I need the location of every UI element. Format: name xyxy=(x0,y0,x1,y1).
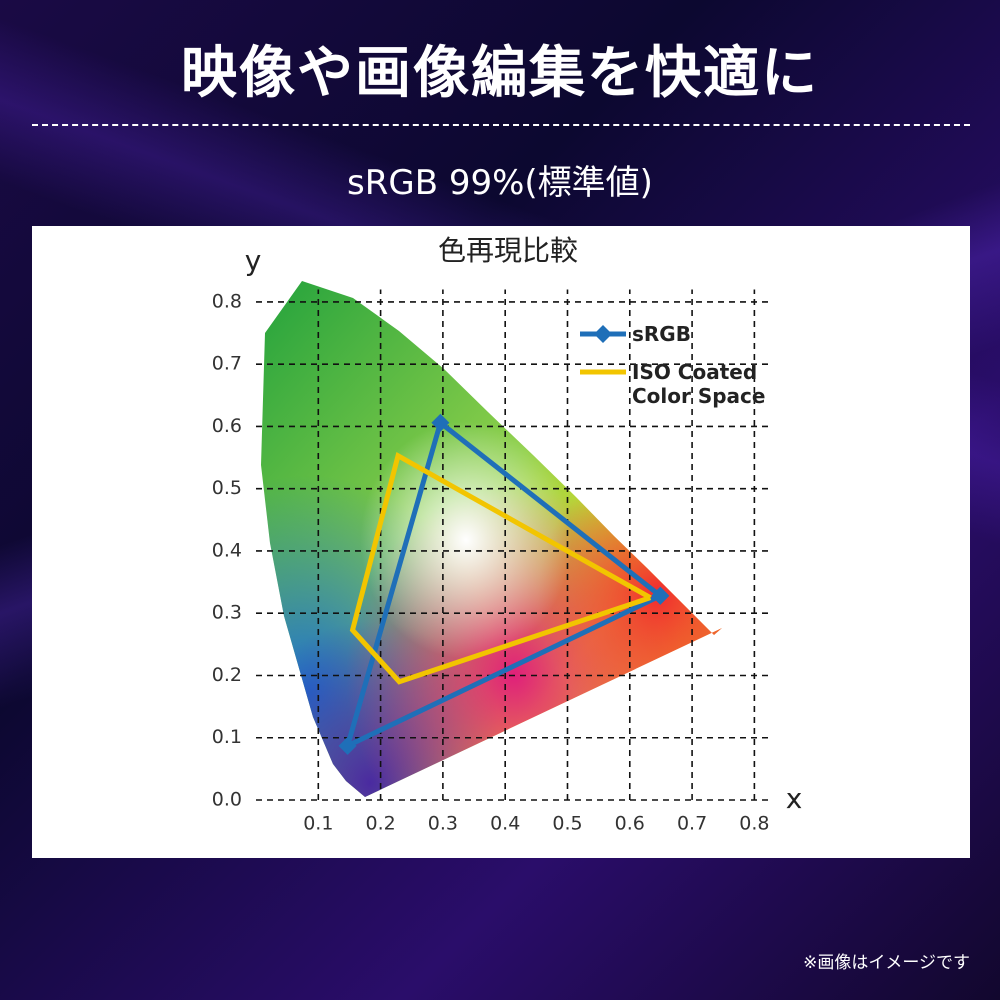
y-tick-label: 0.0 xyxy=(212,789,242,811)
x-tick-label: 0.4 xyxy=(490,813,520,835)
legend-item: ISO Coated Color Space xyxy=(580,360,782,408)
x-tick-label: 0.7 xyxy=(677,813,707,835)
legend-label: ISO Coated Color Space xyxy=(632,360,766,408)
header-subtitle: sRGB 99%(標準値) xyxy=(347,163,653,203)
point-marker xyxy=(651,586,670,605)
y-tick-label: 0.6 xyxy=(212,415,242,437)
x-tick-label: 0.3 xyxy=(428,813,458,835)
legend-label: sRGB xyxy=(632,322,691,346)
point-marker xyxy=(431,413,450,432)
x-tick-label: 0.1 xyxy=(303,813,333,835)
legend: sRGB ISO Coated Color Space xyxy=(580,322,782,422)
x-axis-label: x xyxy=(786,782,803,815)
y-tick-label: 0.7 xyxy=(212,353,242,375)
x-tick-label: 0.8 xyxy=(739,813,769,835)
y-tick-label: 0.4 xyxy=(212,539,242,561)
y-tick-label: 0.8 xyxy=(212,290,242,312)
x-tick-label: 0.5 xyxy=(552,813,582,835)
y-axis-label: y xyxy=(245,244,262,277)
legend-symbol xyxy=(580,325,626,343)
footnote: ※画像はイメージです xyxy=(803,953,970,973)
chart-title: 色再現比較 xyxy=(438,234,578,267)
y-tick-label: 0.5 xyxy=(212,477,242,499)
series-line xyxy=(349,451,652,685)
legend-item: sRGB xyxy=(580,322,782,346)
y-tick-label: 0.1 xyxy=(212,726,242,748)
y-tick-label: 0.2 xyxy=(212,664,242,686)
x-tick-label: 0.2 xyxy=(365,813,395,835)
x-tick-label: 0.6 xyxy=(615,813,645,835)
header-title: 映像や画像編集を快適に xyxy=(181,41,819,106)
series-line xyxy=(343,418,662,751)
y-tick-label: 0.3 xyxy=(212,602,242,624)
legend-symbol xyxy=(580,369,626,375)
point-marker xyxy=(338,736,357,755)
divider xyxy=(32,124,970,126)
